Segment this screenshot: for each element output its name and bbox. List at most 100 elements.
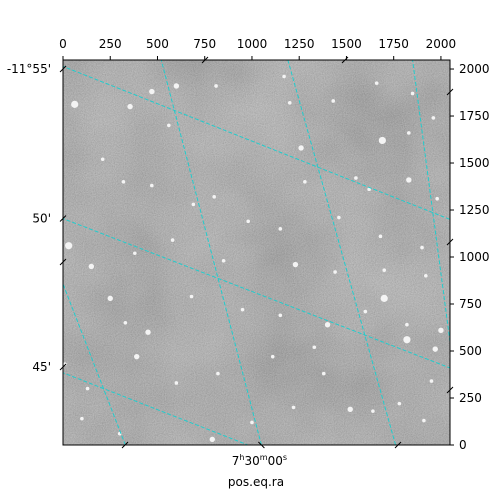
star [133, 251, 137, 256]
star [321, 371, 326, 376]
dec-tick-label: -11°55' [7, 62, 51, 76]
top-x-tick-label: 750 [193, 37, 216, 51]
star [431, 116, 436, 120]
star [432, 346, 438, 352]
right-y-tick-label: 500 [459, 344, 482, 358]
star [410, 91, 415, 96]
star [221, 258, 226, 263]
right-y-tick-label: 1500 [459, 156, 490, 170]
star [88, 263, 95, 270]
ra-grid-line [63, 282, 126, 445]
top-x-tick-label: 0 [59, 37, 67, 51]
star [209, 436, 215, 443]
top-x-tick-label: 1750 [378, 37, 409, 51]
star [354, 176, 358, 180]
star [382, 268, 387, 272]
dec-grid-line [63, 218, 450, 369]
star [170, 238, 175, 242]
star [173, 83, 180, 89]
star [347, 406, 353, 412]
star [380, 294, 388, 302]
star [422, 418, 426, 423]
top-x-tick-label: 1250 [284, 37, 315, 51]
top-x-tick-label: 1000 [237, 37, 268, 51]
star [167, 123, 171, 128]
star [278, 313, 283, 318]
star [337, 215, 341, 220]
star [189, 294, 194, 299]
plot-frame [62, 59, 451, 446]
star [250, 420, 254, 425]
star [270, 354, 275, 359]
star [127, 103, 133, 110]
star [214, 84, 218, 88]
grid-edge-tick [446, 238, 454, 246]
star [405, 322, 409, 327]
dec-grid-line [63, 65, 450, 220]
right-y-tick-label: 750 [459, 297, 482, 311]
top-x-tick-label: 2000 [426, 37, 457, 51]
star [63, 362, 67, 366]
star [363, 309, 368, 314]
star [71, 100, 79, 108]
star [331, 99, 336, 103]
right-y-tick-label: 1250 [459, 203, 490, 217]
right-y-tick-label: 250 [459, 391, 482, 405]
star [121, 180, 126, 184]
star [424, 274, 428, 278]
grid-edge-tick [201, 56, 209, 64]
star [150, 183, 154, 188]
ra-tick [258, 441, 265, 449]
star [191, 202, 196, 207]
star [80, 416, 84, 421]
top-x-tick-label: 1500 [331, 37, 362, 51]
star [100, 157, 105, 162]
star [107, 295, 113, 302]
star [174, 381, 179, 385]
sky-image [63, 60, 450, 445]
grid-edge-tick [446, 88, 454, 96]
star [435, 196, 439, 201]
star [406, 177, 412, 183]
star [145, 329, 151, 335]
star [397, 401, 402, 406]
ra-grid-line [412, 60, 450, 342]
star [246, 219, 250, 224]
star [292, 261, 299, 268]
star [278, 227, 283, 231]
star [367, 187, 371, 192]
star [303, 180, 307, 184]
star [403, 336, 411, 344]
dec-tick [59, 363, 67, 371]
star [298, 145, 304, 151]
star [324, 321, 331, 328]
star [149, 88, 155, 95]
star [133, 353, 140, 360]
stars-layer [63, 74, 444, 443]
dec-tick [59, 215, 67, 222]
right-y-tick-label: 0 [459, 438, 467, 452]
star [212, 195, 216, 199]
dec-tick [59, 65, 67, 73]
star [407, 131, 411, 135]
star [85, 386, 90, 391]
ra-tick-label: 7h30m00s [232, 453, 287, 468]
star [378, 234, 383, 239]
star [333, 270, 337, 274]
star [420, 245, 424, 250]
grid-edge-tick [446, 386, 454, 394]
star [123, 321, 128, 325]
star [291, 405, 296, 410]
dec-tick-label: 50' [32, 211, 51, 225]
right-y-tick-label: 2000 [459, 62, 490, 76]
star [287, 101, 292, 105]
ra-grid-line [160, 60, 262, 445]
grid-edge-tick [59, 258, 67, 266]
star [438, 327, 444, 334]
axes-layer: 0 250 500 750 1000 1250 1500 1750 2000 0 250 500 750… [7, 37, 490, 468]
grid-edge-tick [121, 441, 129, 449]
coordinate-grid [63, 60, 450, 445]
star [378, 136, 386, 145]
star [282, 74, 286, 79]
